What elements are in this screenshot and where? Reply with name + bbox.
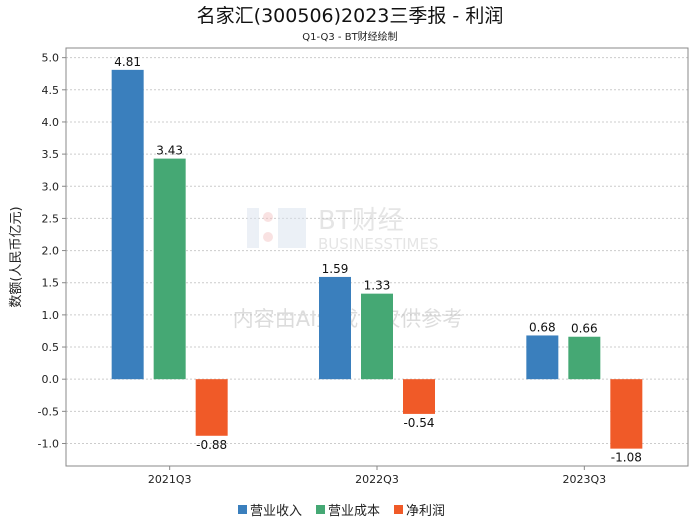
- data-label: 0.68: [529, 320, 556, 334]
- watermark-logo-block: [278, 208, 306, 248]
- y-tick-label: 0.5: [42, 341, 60, 354]
- legend-label: 营业收入: [250, 504, 302, 519]
- data-label: 1.33: [364, 279, 391, 293]
- legend-swatch: [394, 505, 403, 514]
- data-label: 4.81: [114, 55, 141, 69]
- data-label: -0.54: [403, 416, 434, 430]
- bar-2-1: [403, 379, 435, 414]
- watermark-logo-sub: BUSINESSTIMES: [318, 235, 438, 253]
- y-tick-label: -1.0: [38, 437, 59, 450]
- legend-swatch: [238, 505, 247, 514]
- data-label: -0.88: [196, 438, 227, 452]
- data-label: 3.43: [156, 144, 183, 158]
- bar-1-1: [361, 293, 393, 380]
- legend-label: 营业成本: [328, 504, 380, 519]
- y-tick-label: 1.0: [42, 309, 60, 322]
- bar-0-2: [526, 335, 559, 380]
- y-tick-label: 2.0: [42, 245, 60, 258]
- legend-swatch: [316, 505, 325, 514]
- y-tick-label: 1.5: [42, 277, 60, 290]
- data-label: 1.59: [322, 262, 349, 276]
- bar-2-2: [610, 379, 643, 449]
- y-axis-label: 数额(人民币亿元): [9, 206, 24, 307]
- y-tick-label: 0.0: [42, 373, 60, 386]
- y-tick-label: -0.5: [38, 405, 59, 418]
- y-tick-label: 2.5: [42, 212, 60, 225]
- x-tick-label: 2021Q3: [148, 473, 192, 486]
- watermark-logo-dot: [263, 232, 273, 242]
- chart-title: 名家汇(300506)2023三季报 - 利润: [197, 5, 504, 27]
- data-label: -1.08: [611, 451, 642, 465]
- bar-0-1: [319, 276, 351, 380]
- watermark-logo-bar: [247, 208, 259, 248]
- bar-1-2: [568, 336, 601, 380]
- legend-label: 净利润: [406, 504, 445, 519]
- y-tick-label: 4.0: [42, 116, 60, 129]
- bar-1-0: [153, 158, 186, 380]
- y-tick-label: 3.0: [42, 180, 60, 193]
- y-tick-label: 4.5: [42, 84, 60, 97]
- watermark-logo: BT财经: [318, 206, 404, 236]
- watermark-logo-dot: [263, 212, 273, 222]
- chart-subtitle: Q1-Q3 - BT财经绘制: [302, 30, 397, 43]
- bar-0-0: [111, 69, 144, 380]
- y-tick-label: 5.0: [42, 52, 60, 65]
- y-tick-label: 3.5: [42, 148, 60, 161]
- x-tick-label: 2023Q3: [563, 473, 607, 486]
- bar-2-0: [195, 379, 228, 436]
- plot-frame: [65, 47, 689, 467]
- data-label: 0.66: [571, 322, 598, 336]
- x-tick-label: 2022Q3: [355, 473, 399, 486]
